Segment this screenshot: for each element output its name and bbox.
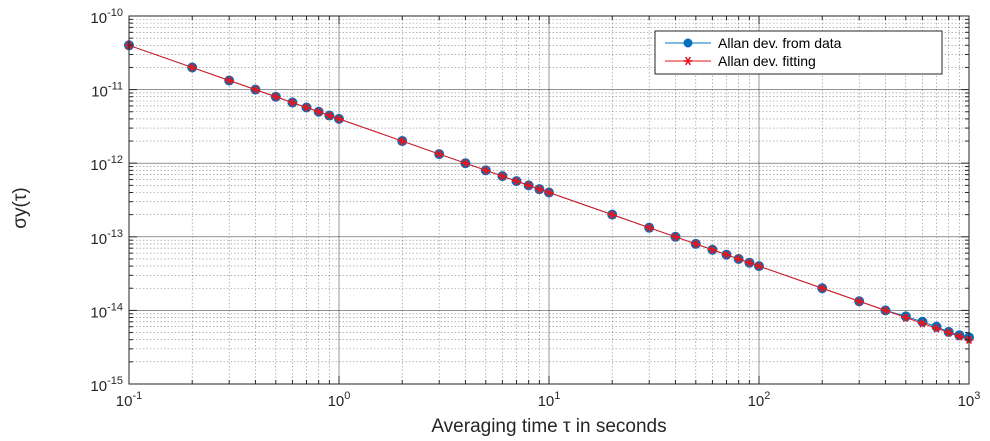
asterisk-stroke (709, 245, 716, 255)
y-tick-label: 10-12 (90, 154, 123, 174)
legend-marker-circle (683, 38, 693, 48)
asterisk-stroke (902, 313, 909, 322)
legend-box (654, 30, 943, 75)
fitting-point (607, 210, 617, 219)
fitting-point (544, 188, 554, 197)
fitting-point (287, 98, 297, 107)
asterisk-stroke (735, 254, 742, 264)
legend-item-data: Allan dev. from data (665, 35, 842, 51)
asterisk-stroke (436, 149, 443, 159)
fitting-point (670, 232, 680, 242)
x-axis-title: Averaging time τ in seconds (431, 416, 666, 437)
asterisk-stroke (933, 324, 940, 333)
fitting-point (917, 319, 927, 328)
y-tick-label: 10-11 (91, 81, 123, 101)
asterisk-stroke (252, 85, 259, 94)
y-tick-label: 10-10 (90, 7, 123, 27)
fitting-point (271, 92, 281, 102)
legend: Allan dev. from data Allan dev. fitting (654, 30, 943, 75)
asterisk-stroke (819, 283, 826, 293)
asterisk-stroke (189, 63, 196, 72)
fitting-point (944, 328, 954, 337)
asterisk-stroke (756, 261, 762, 271)
legend-label-data: Allan dev. from data (718, 35, 842, 51)
asterisk-stroke (609, 210, 616, 219)
asterisk-stroke (513, 176, 520, 186)
fitting-point (524, 181, 534, 190)
fitting-point (324, 111, 334, 120)
fitting-point (314, 107, 324, 117)
fitting-point (817, 283, 827, 293)
x-tick-label: 102 (748, 390, 771, 410)
asterisk-stroke (303, 103, 310, 112)
y-tick-label: 10-15 (90, 375, 123, 395)
asterisk-stroke (289, 98, 296, 107)
legend-label-fitting: Allan dev. fitting (718, 53, 816, 69)
fitting-point (954, 332, 964, 341)
asterisk-stroke (226, 76, 233, 85)
fitting-point (497, 171, 507, 181)
asterisk-stroke (499, 171, 506, 181)
fitting-point (224, 76, 234, 85)
fitting-point (754, 261, 764, 271)
tick-labels: 10-1 100 101 102 103 10-15 10-14 10-13 10-12 10-1… (90, 7, 980, 410)
fitting-point (721, 250, 731, 260)
asterisk-stroke (919, 319, 926, 328)
fitting-point (534, 184, 544, 194)
asterisk-stroke (945, 328, 952, 337)
asterisk-stroke (672, 232, 679, 242)
fitting-point (250, 85, 260, 94)
asterisk-stroke (685, 56, 691, 66)
fitting-point (734, 254, 744, 264)
x-tick-label: 101 (538, 390, 561, 410)
fitting-point (481, 166, 491, 175)
legend-asterisk (683, 56, 693, 66)
asterisk-stroke (482, 166, 489, 175)
fitting-point (707, 245, 717, 255)
asterisk-stroke (525, 181, 532, 190)
asterisk-stroke (692, 239, 699, 249)
legend-marker-asterisk (683, 56, 693, 66)
asterisk-stroke (723, 250, 730, 260)
fitting-point (187, 63, 197, 72)
fitting-point (931, 324, 941, 333)
fitting-point (880, 306, 890, 315)
fitting-point (397, 136, 407, 146)
asterisk-stroke (856, 296, 863, 306)
asterisk-stroke (956, 332, 963, 341)
fitting-point (511, 176, 521, 186)
asterisk-stroke (336, 114, 342, 124)
asterisk-stroke (536, 184, 543, 194)
asterisk-stroke (646, 223, 653, 232)
asterisk-stroke (462, 158, 469, 168)
legend-item-fitting: Allan dev. fitting (665, 53, 816, 69)
asterisk-stroke (882, 306, 889, 315)
fitting-point (744, 258, 754, 268)
fitting-point (460, 158, 470, 168)
x-tick-label: 10-1 (116, 390, 142, 410)
y-tick-label: 10-14 (90, 301, 123, 321)
fitting-point (854, 296, 864, 306)
fitting-point (644, 223, 654, 232)
y-tick-label: 10-13 (90, 228, 123, 248)
y-axis-title: σy(τ) (10, 187, 31, 228)
fitting-point (901, 313, 911, 322)
x-tick-label: 100 (328, 390, 351, 410)
asterisk-stroke (399, 136, 406, 146)
fitting-point (334, 114, 344, 124)
asterisk-stroke (546, 188, 552, 197)
asterisk-stroke (746, 258, 753, 268)
axes-frame (128, 15, 970, 385)
asterisk-stroke (272, 92, 279, 102)
fitting-point (691, 239, 701, 249)
fitting-point (434, 149, 444, 159)
asterisk-stroke (315, 107, 322, 117)
x-tick-label: 103 (958, 390, 981, 410)
asterisk-stroke (326, 111, 333, 120)
fitting-point (301, 103, 311, 112)
